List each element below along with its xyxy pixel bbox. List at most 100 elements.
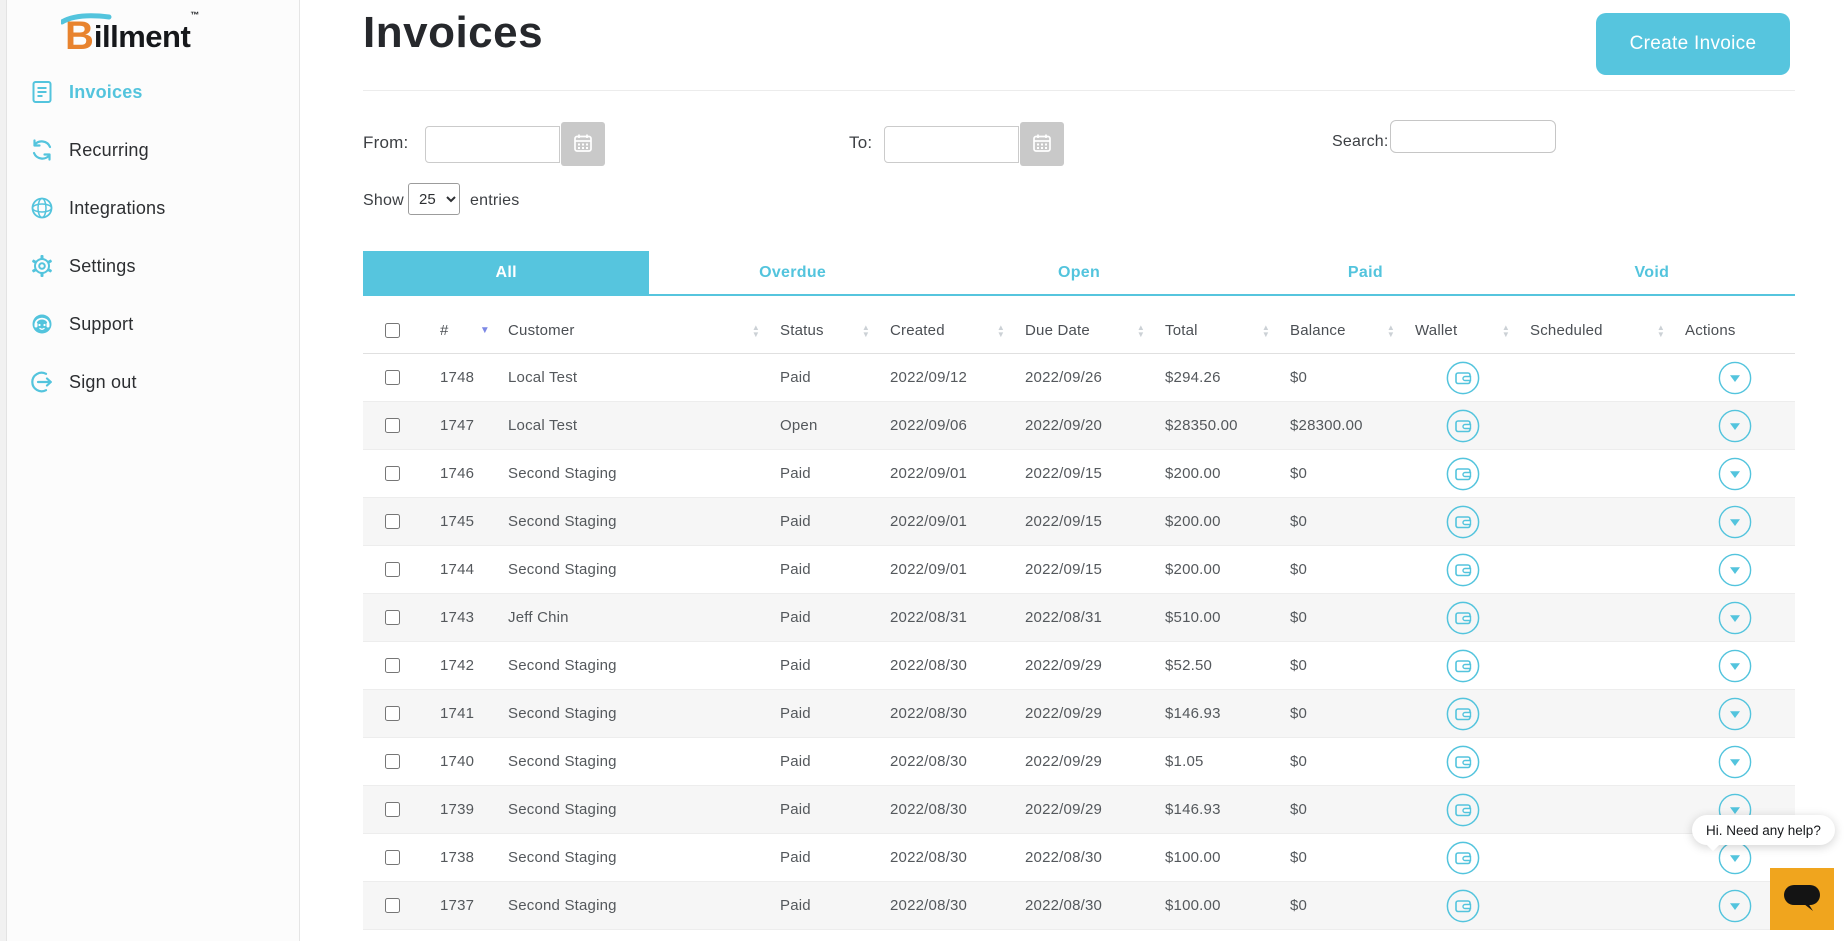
column-header-created[interactable]: Created ▲ ▼ [880,308,1015,353]
row-checkbox[interactable] [385,850,400,865]
wallet-button[interactable] [1446,553,1480,587]
due-date-cell: 2022/08/30 [1025,897,1103,914]
sidebar-item-integrations[interactable]: Integrations [7,188,299,228]
due-date-cell: 2022/09/15 [1025,465,1103,482]
column-header-total[interactable]: Total ▲ ▼ [1155,308,1280,353]
wallet-icon [1446,505,1480,542]
wallet-icon [1446,889,1480,926]
sidebar-item-sign-out[interactable]: Sign out [7,362,299,402]
row-actions-button[interactable] [1718,457,1752,491]
wallet-button[interactable] [1446,601,1480,635]
scheduled-cell [1520,738,1675,785]
created-date-cell: 2022/09/12 [890,369,968,386]
status-cell: Paid [780,561,811,578]
wallet-button[interactable] [1446,793,1480,827]
row-checkbox[interactable] [385,610,400,625]
wallet-button[interactable] [1446,841,1480,875]
total-cell: $100.00 [1165,897,1221,914]
sidebar-item-recurring[interactable]: Recurring [7,130,299,170]
status-tabs: All Overdue Open Paid Void [363,251,1796,296]
column-header-status[interactable]: Status ▲ ▼ [770,308,880,353]
wallet-button[interactable] [1446,649,1480,683]
due-date-cell: 2022/09/15 [1025,513,1103,530]
row-checkbox[interactable] [385,370,400,385]
column-header-balance[interactable]: Balance ▲ ▼ [1280,308,1405,353]
to-date-input[interactable] [884,125,1019,163]
customer-cell: Second Staging [508,657,617,674]
due-date-cell: 2022/09/15 [1025,561,1103,578]
tab-open[interactable]: Open [935,251,1223,294]
total-cell: $28350.00 [1165,417,1238,434]
row-actions-button[interactable] [1718,505,1752,539]
invoice-number-cell: 1748 [440,369,475,386]
row-actions-button[interactable] [1718,649,1752,683]
wallet-cell [1405,546,1520,593]
row-checkbox[interactable] [385,418,400,433]
row-actions-button[interactable] [1718,409,1752,443]
row-checkbox[interactable] [385,898,400,913]
search-input[interactable] [1390,120,1556,153]
total-cell: $146.93 [1165,801,1221,818]
row-checkbox[interactable] [385,802,400,817]
column-header-scheduled[interactable]: Scheduled ▲ ▼ [1520,308,1675,353]
row-checkbox[interactable] [385,754,400,769]
column-header-wallet[interactable]: Wallet ▲ ▼ [1405,308,1520,353]
table-row: 1739 Second Staging Paid 2022/08/30 2022/09/… [363,786,1795,834]
row-actions-button[interactable] [1718,841,1752,875]
row-select-cell [363,642,420,689]
create-invoice-button[interactable]: Create Invoice [1596,13,1790,75]
column-label: # [440,322,449,339]
sidebar-item-support[interactable]: Support [7,304,299,344]
wallet-button[interactable] [1446,697,1480,731]
balance-cell: $0 [1290,609,1308,626]
wallet-icon [1446,361,1480,398]
tab-void[interactable]: Void [1508,251,1796,294]
row-checkbox[interactable] [385,706,400,721]
sidebar-nav: Invoices Recurring Integrations Settings… [7,72,299,420]
created-date-cell: 2022/09/01 [890,513,968,530]
select-all-checkbox[interactable] [385,323,400,338]
row-checkbox[interactable] [385,562,400,577]
wallet-cell [1405,450,1520,497]
tab-paid[interactable]: Paid [1222,251,1509,294]
customer-cell: Jeff Chin [508,609,569,626]
wallet-cell [1405,882,1520,929]
sort-icons: ▲ ▼ [1501,322,1510,339]
page-size-select[interactable]: 25 [408,183,460,215]
wallet-button[interactable] [1446,745,1480,779]
wallet-cell [1405,690,1520,737]
row-checkbox[interactable] [385,466,400,481]
from-date-input[interactable] [425,125,560,163]
row-actions-button[interactable] [1718,697,1752,731]
sidebar-item-settings[interactable]: Settings [7,246,299,286]
row-actions-button[interactable] [1718,745,1752,779]
wallet-button[interactable] [1446,361,1480,395]
row-actions-button[interactable] [1718,601,1752,635]
row-actions-button[interactable] [1718,361,1752,395]
row-select-cell [363,450,420,497]
column-label: Balance [1290,322,1346,339]
column-header-id[interactable]: # ▼ [420,308,500,353]
tab-all[interactable]: All [363,251,650,294]
row-actions-button[interactable] [1718,553,1752,587]
sort-icons: ▲ ▼ [861,322,870,339]
from-calendar-button[interactable] [561,122,605,166]
caret-down-icon [1718,505,1752,542]
column-header-customer[interactable]: Customer ▲ ▼ [500,308,770,353]
row-checkbox[interactable] [385,514,400,529]
tab-overdue[interactable]: Overdue [649,251,936,294]
chat-launcher-button[interactable] [1770,868,1834,930]
caret-down-icon [1718,841,1752,878]
wallet-button[interactable] [1446,457,1480,491]
logo-swoosh-icon [61,13,112,25]
wallet-button[interactable] [1446,409,1480,443]
column-header-due_date[interactable]: Due Date ▲ ▼ [1015,308,1155,353]
due-date-cell: 2022/09/20 [1025,417,1103,434]
row-checkbox[interactable] [385,658,400,673]
wallet-button[interactable] [1446,889,1480,923]
to-calendar-button[interactable] [1020,122,1064,166]
row-actions-button[interactable] [1718,889,1752,923]
sidebar-item-invoices[interactable]: Invoices [7,72,299,112]
total-cell: $200.00 [1165,513,1221,530]
wallet-button[interactable] [1446,505,1480,539]
